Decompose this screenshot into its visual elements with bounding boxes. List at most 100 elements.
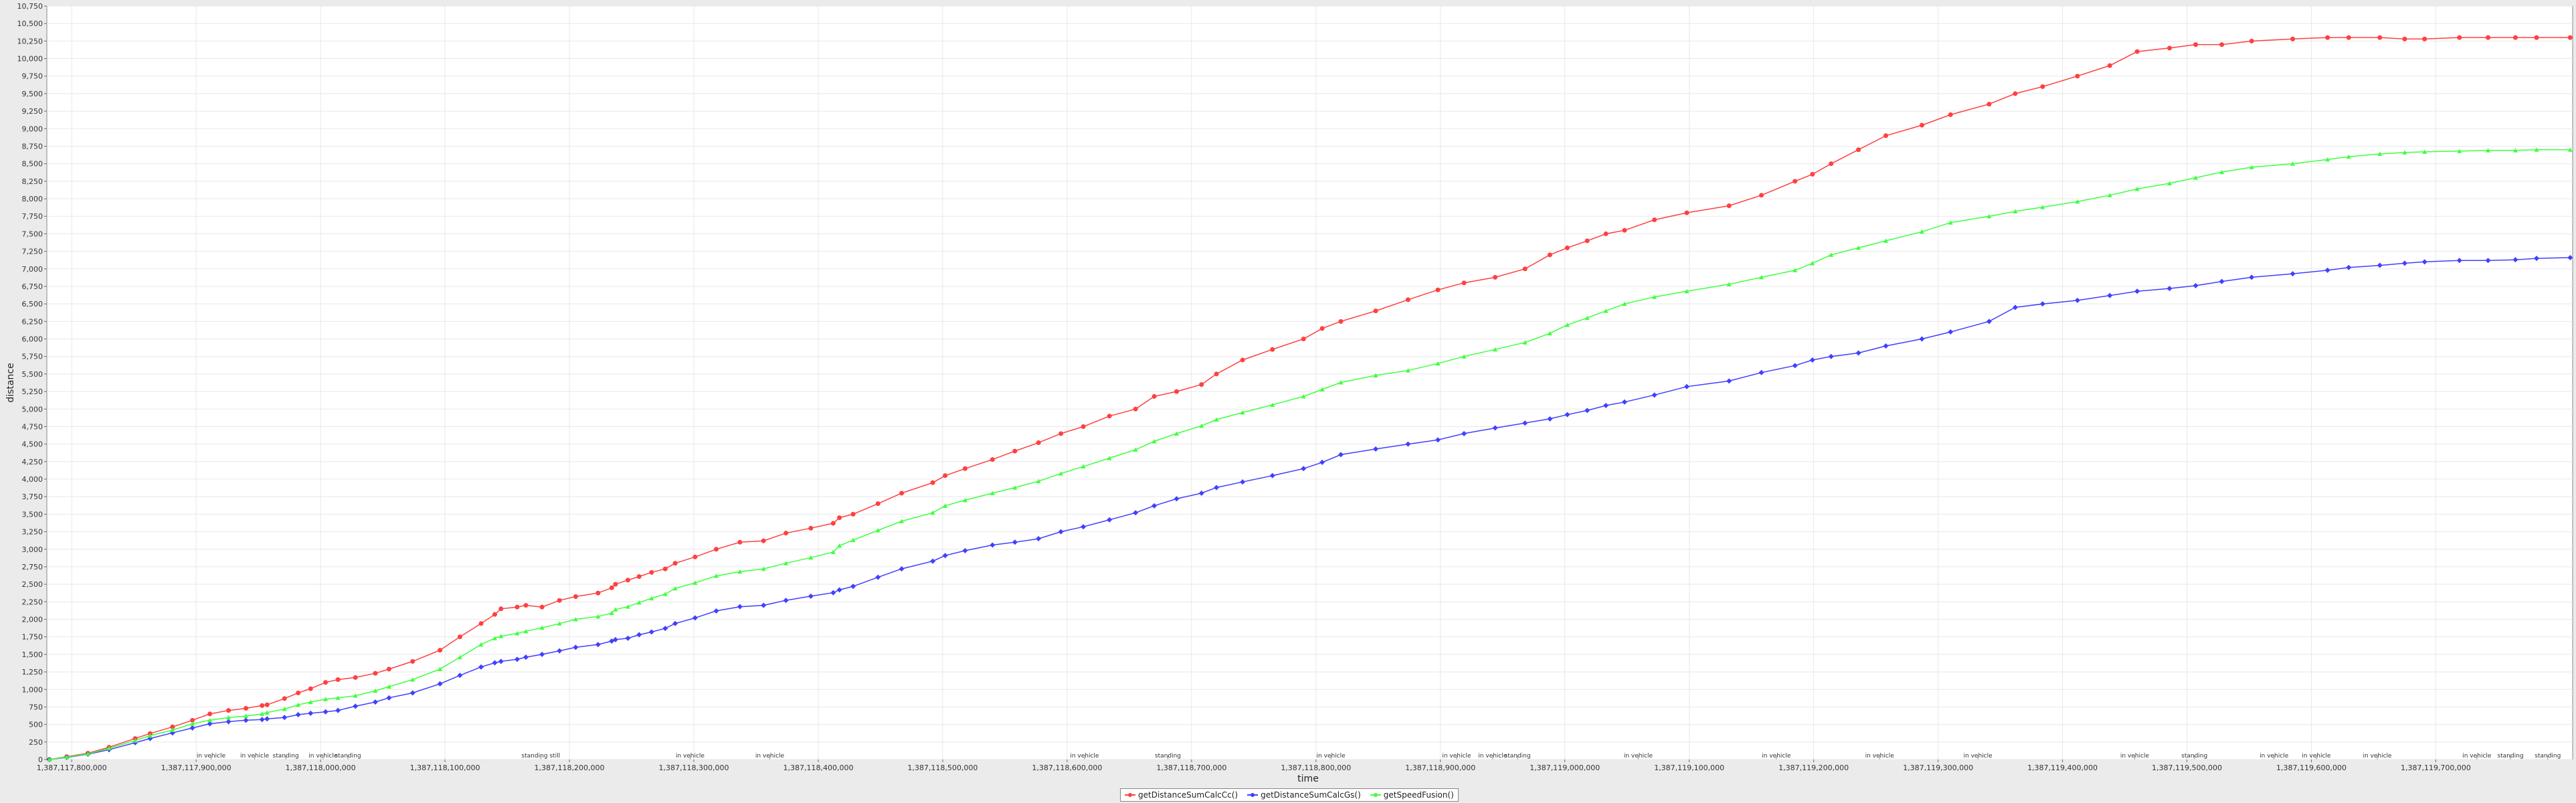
- data-point: [1338, 379, 1344, 385]
- data-point: [636, 600, 642, 605]
- data-point: [353, 675, 358, 680]
- x-tick-label: 1,387,119,700,000: [2401, 764, 2471, 772]
- data-point: [573, 594, 578, 599]
- data-point: [2457, 149, 2462, 153]
- data-point: [1269, 472, 1275, 478]
- data-point: [693, 580, 698, 586]
- data-point: [830, 549, 836, 554]
- legend-item: getDistanceSumCalcGs(): [1247, 790, 1361, 800]
- data-point: [648, 629, 654, 635]
- data-point: [243, 717, 249, 723]
- data-point: [1584, 238, 1590, 244]
- y-tick-label: 4,250: [22, 458, 43, 466]
- data-point: [1758, 369, 1764, 375]
- data-point: [899, 490, 905, 496]
- data-point: [1726, 378, 1732, 384]
- data-point: [1603, 231, 1608, 236]
- data-point: [1152, 393, 1157, 399]
- annotation-label: standing: [1155, 753, 1181, 760]
- data-point: [784, 561, 789, 565]
- x-tick-label: 1,387,118,300,000: [659, 764, 729, 772]
- data-point: [438, 648, 443, 653]
- data-point: [523, 654, 529, 660]
- data-point: [410, 677, 416, 682]
- data-point: [1883, 133, 1888, 139]
- data-point: [323, 697, 329, 701]
- annotation-label: in vehicle: [1070, 753, 1099, 760]
- data-point: [386, 684, 391, 689]
- data-point: [2346, 154, 2351, 159]
- x-tick-label: 1,387,119,100,000: [1654, 764, 1724, 772]
- data-point: [595, 614, 601, 619]
- data-point: [1522, 420, 1528, 426]
- data-point: [1435, 287, 1441, 292]
- data-point: [1338, 319, 1344, 324]
- data-point: [2107, 292, 2113, 298]
- data-point: [264, 710, 270, 715]
- data-point: [492, 660, 498, 666]
- data-point: [1522, 340, 1528, 345]
- data-point: [1652, 217, 1657, 222]
- data-point: [662, 566, 668, 571]
- data-point: [672, 561, 678, 566]
- data-point: [1152, 503, 1158, 509]
- y-tick-label: 750: [29, 703, 43, 711]
- data-point: [761, 602, 767, 608]
- y-tick-label: 5,000: [22, 405, 43, 414]
- data-point: [1651, 392, 1657, 398]
- data-point: [1405, 297, 1410, 302]
- data-point: [1338, 452, 1344, 458]
- data-point: [1081, 524, 1087, 530]
- data-point: [1809, 357, 1815, 363]
- data-point: [1240, 479, 1246, 485]
- series-layer: [46, 35, 2573, 762]
- annotation-label: in vehicle: [1865, 753, 1895, 760]
- annotation-label: in vehicle: [1442, 753, 1471, 760]
- data-point: [962, 497, 968, 503]
- data-point: [2324, 267, 2330, 273]
- y-tick-label: 4,000: [22, 475, 43, 484]
- data-point: [539, 625, 545, 630]
- data-point: [1319, 326, 1325, 331]
- data-point: [2512, 35, 2518, 40]
- x-tick-label: 1,387,119,200,000: [1778, 764, 1849, 772]
- data-point: [2040, 205, 2045, 209]
- data-point: [478, 621, 484, 626]
- data-point: [335, 695, 341, 700]
- y-tick-label: 6,000: [22, 335, 43, 344]
- data-point: [1603, 403, 1609, 409]
- data-point: [625, 604, 630, 609]
- data-point: [1919, 229, 1924, 234]
- y-axis-ticks: 0 250 500 750 1,000 1,250 1,500 1,750 2,000 2,250…: [17, 2, 47, 764]
- data-point: [1948, 329, 1954, 335]
- annotation-label: in vehicle: [1478, 753, 1507, 760]
- data-point: [2486, 35, 2491, 40]
- y-tick-label: 4,750: [22, 422, 43, 431]
- data-point: [1461, 280, 1467, 286]
- data-point: [2401, 260, 2407, 266]
- y-tick-label: 3,000: [22, 545, 43, 554]
- data-point: [557, 648, 563, 654]
- data-point: [244, 713, 249, 719]
- data-point: [1174, 496, 1180, 502]
- data-point: [437, 681, 443, 687]
- data-point: [737, 604, 743, 610]
- y-tick-label: 9,750: [22, 72, 43, 81]
- data-point: [761, 538, 766, 543]
- annotation-label: in vehicle: [2260, 753, 2289, 760]
- data-point: [930, 558, 936, 564]
- y-tick-label: 7,250: [22, 248, 43, 256]
- data-point: [930, 510, 935, 515]
- data-point: [498, 606, 504, 612]
- data-point: [1919, 336, 1925, 342]
- data-point: [492, 636, 497, 640]
- data-point: [1522, 266, 1528, 272]
- data-point: [2219, 42, 2225, 48]
- data-point: [410, 658, 416, 664]
- data-point: [478, 664, 484, 670]
- data-point: [693, 554, 698, 559]
- data-point: [875, 574, 881, 580]
- data-point: [761, 566, 766, 571]
- data-point: [132, 738, 138, 743]
- y-tick-label: 10,500: [17, 19, 43, 28]
